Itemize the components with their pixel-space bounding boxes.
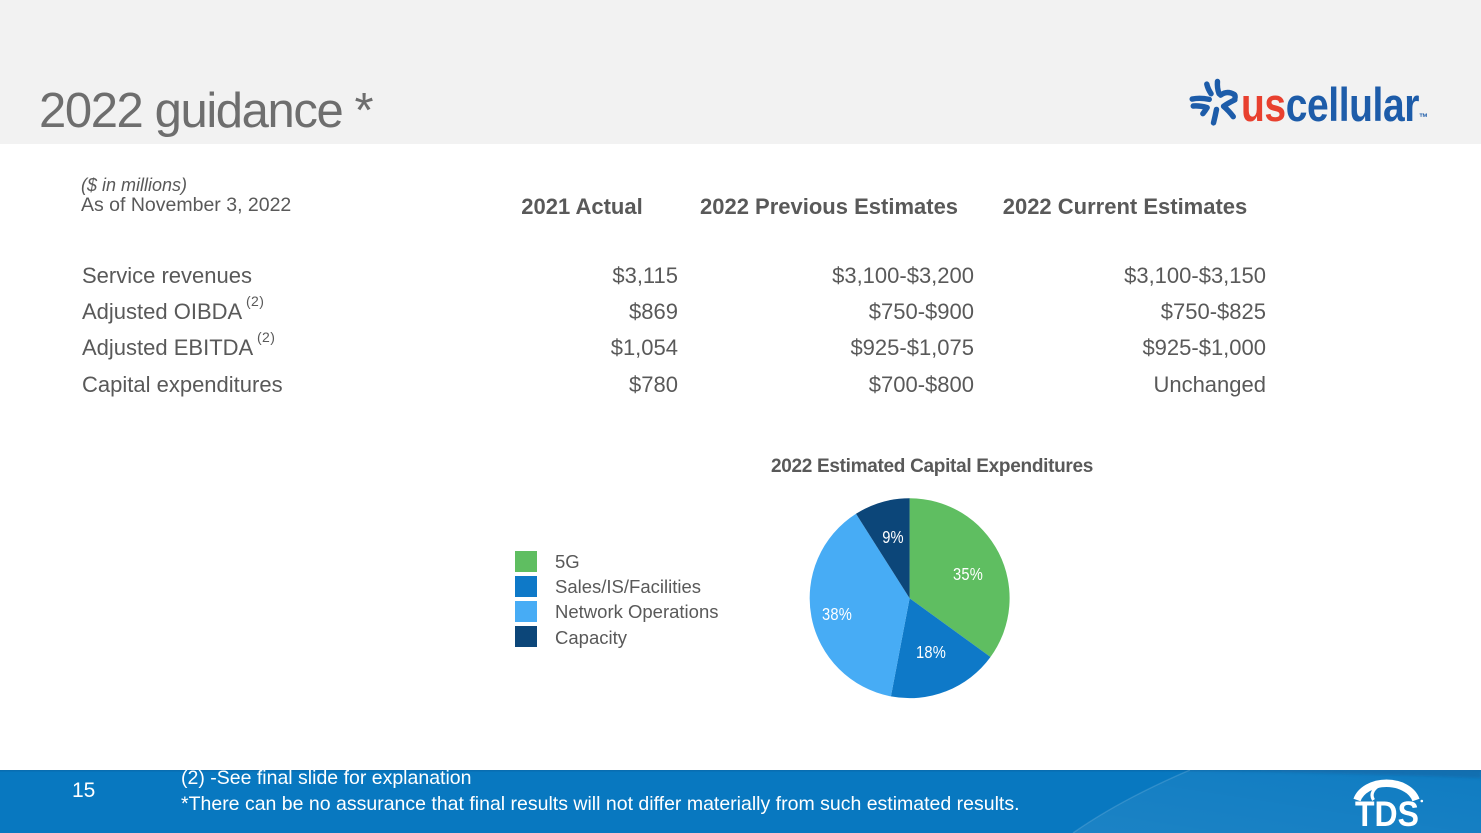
- svg-text:TDS: TDS: [1355, 794, 1419, 833]
